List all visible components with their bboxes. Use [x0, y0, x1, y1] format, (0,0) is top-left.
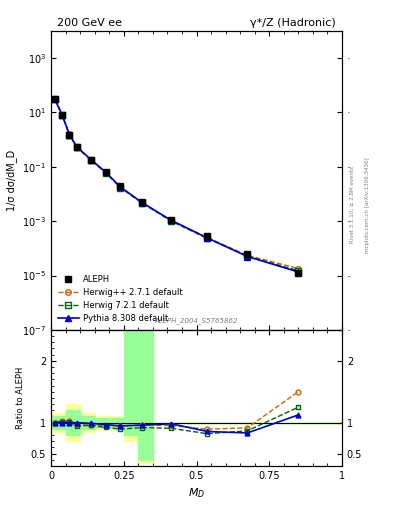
Pythia 8.308 default: [169, 217, 173, 223]
ALEPH: [67, 132, 72, 138]
ALEPH: [169, 217, 173, 223]
Herwig 7.2.1 default: [169, 218, 173, 224]
Pythia 8.308 default: [89, 157, 94, 163]
ALEPH: [296, 270, 301, 276]
Text: mcplots.cern.ch [arXiv:1306.3436]: mcplots.cern.ch [arXiv:1306.3436]: [365, 157, 371, 252]
Herwig 7.2.1 default: [140, 200, 145, 206]
Legend: ALEPH, Herwig++ 2.7.1 default, Herwig 7.2.1 default, Pythia 8.308 default: ALEPH, Herwig++ 2.7.1 default, Herwig 7.…: [55, 272, 185, 326]
Pythia 8.308 default: [245, 253, 250, 260]
Line: ALEPH: ALEPH: [52, 97, 301, 276]
ALEPH: [103, 169, 108, 175]
Herwig++ 2.7.1 default: [140, 200, 145, 206]
Pythia 8.308 default: [140, 200, 145, 206]
Pythia 8.308 default: [60, 112, 64, 118]
Herwig++ 2.7.1 default: [118, 184, 123, 190]
Herwig++ 2.7.1 default: [74, 144, 79, 150]
Pythia 8.308 default: [67, 132, 72, 138]
Text: ALEPH_2004_S5765862: ALEPH_2004_S5765862: [155, 317, 238, 324]
Herwig++ 2.7.1 default: [89, 157, 94, 163]
Pythia 8.308 default: [205, 235, 210, 241]
ALEPH: [245, 251, 250, 258]
Herwig 7.2.1 default: [67, 132, 72, 138]
Herwig++ 2.7.1 default: [67, 131, 72, 137]
ALEPH: [74, 143, 79, 150]
Herwig 7.2.1 default: [60, 112, 64, 118]
ALEPH: [53, 96, 57, 102]
Text: γ*/Z (Hadronic): γ*/Z (Hadronic): [250, 18, 336, 28]
Herwig 7.2.1 default: [103, 169, 108, 176]
Line: Pythia 8.308 default: Pythia 8.308 default: [52, 97, 301, 275]
Pythia 8.308 default: [296, 269, 301, 275]
Herwig++ 2.7.1 default: [245, 252, 250, 259]
Herwig 7.2.1 default: [296, 268, 301, 274]
X-axis label: $M_D$: $M_D$: [188, 486, 205, 500]
Herwig++ 2.7.1 default: [60, 112, 64, 118]
Herwig++ 2.7.1 default: [169, 218, 173, 224]
Herwig 7.2.1 default: [74, 144, 79, 151]
Line: Herwig++ 2.7.1 default: Herwig++ 2.7.1 default: [52, 97, 301, 271]
Herwig 7.2.1 default: [53, 96, 57, 102]
Text: Rivet 3.1.10; ≥ 2.8M events: Rivet 3.1.10; ≥ 2.8M events: [350, 166, 355, 243]
ALEPH: [118, 183, 123, 189]
Herwig 7.2.1 default: [205, 236, 210, 242]
ALEPH: [60, 112, 64, 118]
Herwig++ 2.7.1 default: [53, 96, 57, 102]
ALEPH: [205, 233, 210, 239]
Y-axis label: Ratio to ALEPH: Ratio to ALEPH: [16, 367, 25, 429]
Pythia 8.308 default: [118, 184, 123, 190]
ALEPH: [140, 199, 145, 205]
Pythia 8.308 default: [74, 143, 79, 150]
Herwig++ 2.7.1 default: [103, 169, 108, 176]
Herwig 7.2.1 default: [89, 157, 94, 163]
Pythia 8.308 default: [103, 169, 108, 175]
Herwig++ 2.7.1 default: [296, 266, 301, 272]
Herwig++ 2.7.1 default: [205, 234, 210, 241]
Line: Herwig 7.2.1 default: Herwig 7.2.1 default: [52, 97, 301, 273]
ALEPH: [89, 157, 94, 163]
Pythia 8.308 default: [53, 96, 57, 102]
Herwig 7.2.1 default: [245, 253, 250, 259]
Herwig 7.2.1 default: [118, 185, 123, 191]
Text: 200 GeV ee: 200 GeV ee: [57, 18, 122, 28]
Y-axis label: 1/σ dσ/dM_D: 1/σ dσ/dM_D: [6, 150, 17, 211]
